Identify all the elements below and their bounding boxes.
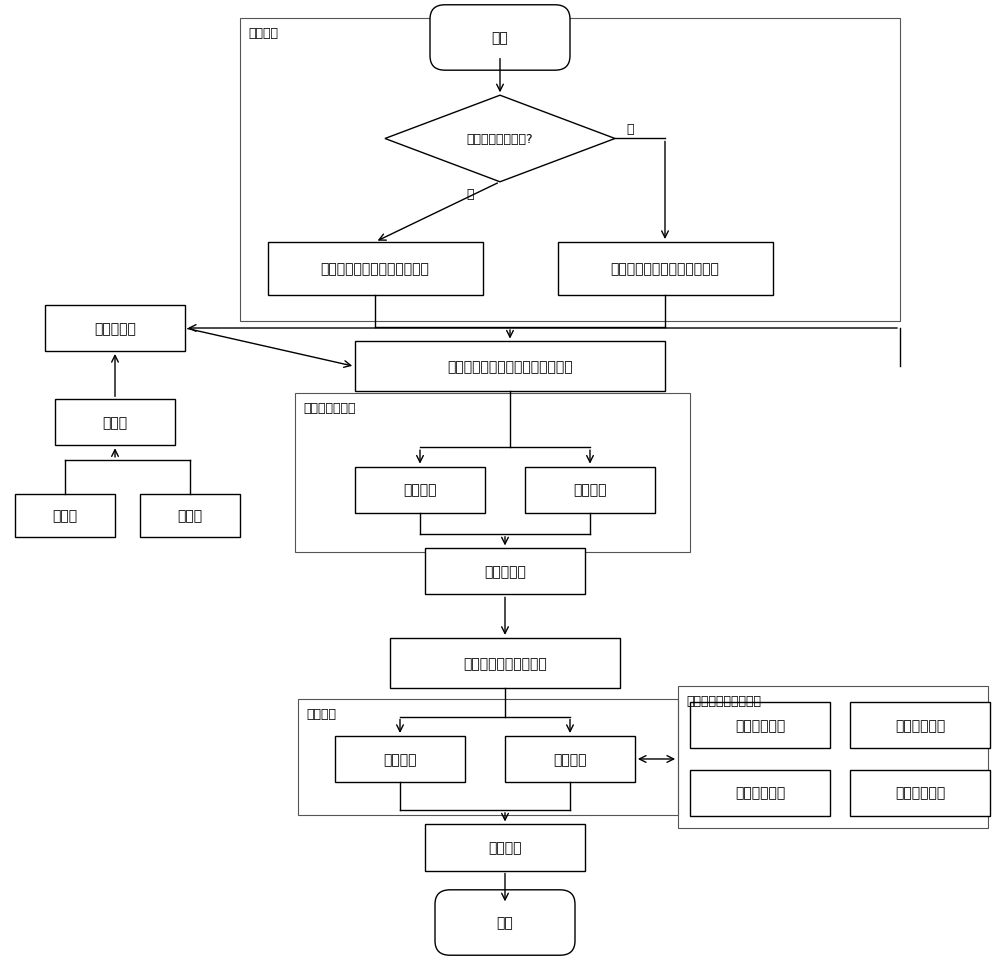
Bar <box>505 736 635 782</box>
Bar <box>55 400 175 446</box>
Bar <box>850 770 990 816</box>
Bar <box>355 342 665 392</box>
Bar <box>140 495 240 537</box>
Text: 生产资源状况: 生产资源状况 <box>735 719 785 732</box>
Text: 自动分配生产能力衡量: 自动分配生产能力衡量 <box>686 694 761 707</box>
Text: 流程配置: 流程配置 <box>248 27 278 40</box>
Text: 系统码: 系统码 <box>177 509 203 523</box>
Text: 生产计划状况: 生产计划状况 <box>735 786 785 800</box>
Text: 结束: 结束 <box>497 916 513 929</box>
Bar <box>295 394 690 553</box>
Polygon shape <box>385 96 615 183</box>
Text: 拓扑有向图: 拓扑有向图 <box>484 565 526 579</box>
Bar <box>678 686 988 828</box>
Bar <box>298 700 678 815</box>
Bar <box>425 549 585 595</box>
Bar <box>690 702 830 749</box>
Text: 环节码: 环节码 <box>52 509 78 523</box>
Bar <box>525 467 655 513</box>
Bar <box>690 770 830 816</box>
Text: 中心服务器: 中心服务器 <box>94 322 136 335</box>
Bar <box>240 19 900 322</box>
Bar <box>558 242 772 296</box>
Text: 订单添加，并关联流程: 订单添加，并关联流程 <box>463 656 547 670</box>
Text: 空闲时间分析: 空闲时间分析 <box>895 786 945 800</box>
Text: 任务分配: 任务分配 <box>306 707 336 721</box>
Text: 数据同步: 数据同步 <box>488 841 522 854</box>
Bar <box>335 736 465 782</box>
Bar <box>425 825 585 871</box>
Text: 拓扑建立与修改: 拓扑建立与修改 <box>303 402 356 415</box>
Bar <box>15 495 115 537</box>
Text: 是: 是 <box>626 123 634 136</box>
Text: 流程配置: 流程配置 <box>403 483 437 497</box>
Bar <box>45 306 185 352</box>
Text: 当前生产进度: 当前生产进度 <box>895 719 945 732</box>
Text: 是否存在通用流程?: 是否存在通用流程? <box>467 133 533 146</box>
Text: 修改通用流程，形成新流程。: 修改通用流程，形成新流程。 <box>611 262 719 276</box>
Text: 适用码: 适用码 <box>102 416 128 430</box>
Bar <box>390 638 620 688</box>
Text: 适用代码: 适用代码 <box>573 483 607 497</box>
Bar <box>268 242 482 296</box>
Text: 否: 否 <box>466 187 474 201</box>
Bar <box>850 702 990 749</box>
Text: 手动分配: 手动分配 <box>383 752 417 766</box>
FancyBboxPatch shape <box>435 890 575 955</box>
Bar <box>355 467 485 513</box>
Text: 系统映射，系统与环节的自动匹配: 系统映射，系统与环节的自动匹配 <box>447 360 573 374</box>
FancyBboxPatch shape <box>430 6 570 71</box>
Text: 开始: 开始 <box>492 32 508 45</box>
Text: 创建新流程，定义生产环节。: 创建新流程，定义生产环节。 <box>321 262 429 276</box>
Text: 自动分配: 自动分配 <box>553 752 587 766</box>
